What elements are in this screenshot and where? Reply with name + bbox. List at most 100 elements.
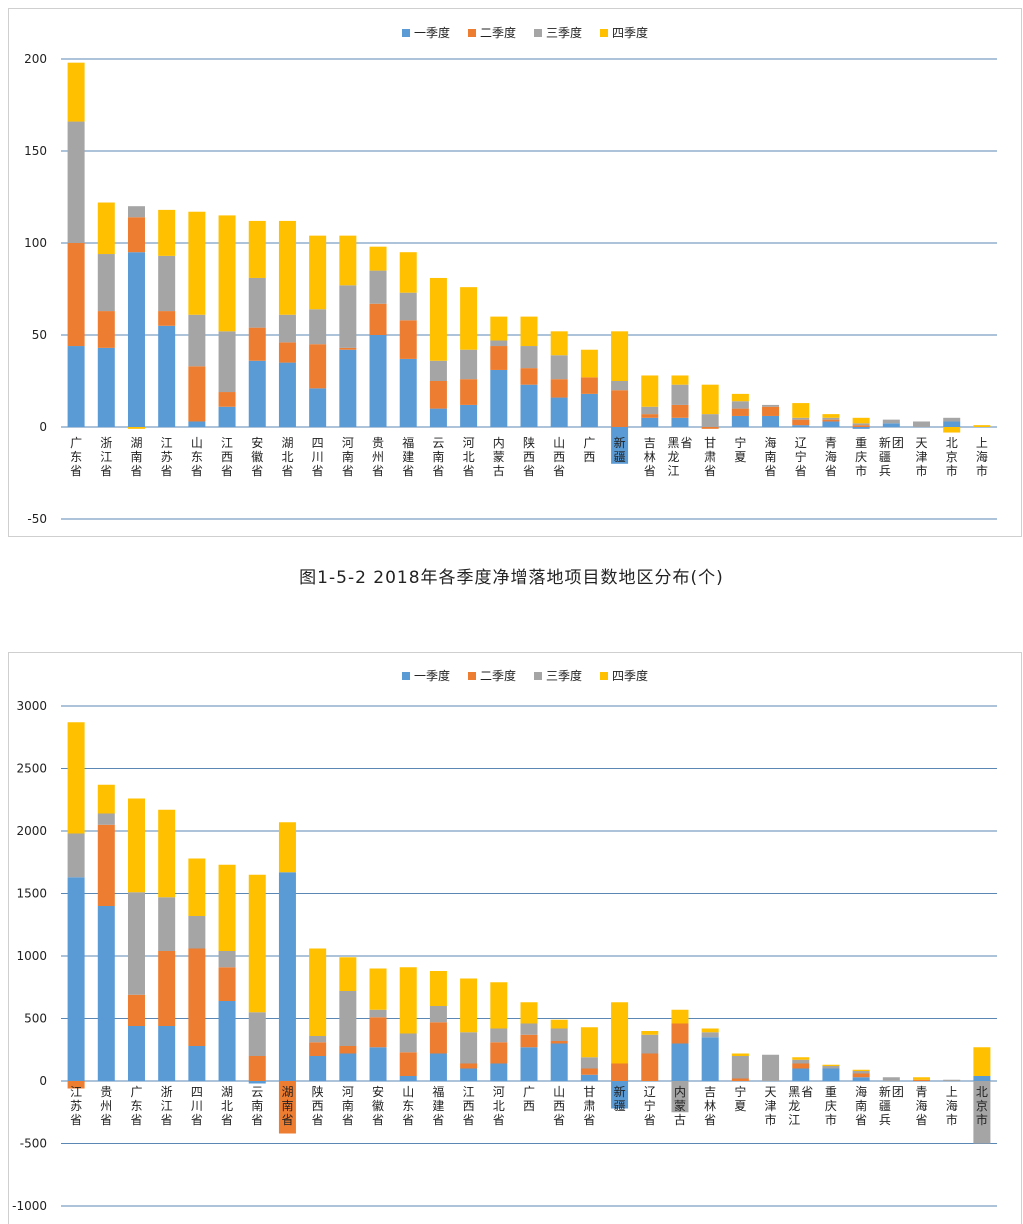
bar-segment xyxy=(369,335,387,427)
x-tick-label: 辽宁省 xyxy=(795,436,807,478)
x-tick-label: 宁夏 xyxy=(734,435,746,464)
bar-segment xyxy=(550,1028,568,1041)
bar-segment xyxy=(701,1032,719,1038)
x-tick-label: 黑龙江省 xyxy=(788,1085,813,1127)
x-tick-label: 贵州省 xyxy=(100,1085,112,1127)
bar-segment xyxy=(369,270,387,304)
bar-segment xyxy=(520,316,538,347)
x-tick-label: 新疆兵团 xyxy=(879,1084,904,1127)
bar-segment xyxy=(792,1057,810,1060)
bar-segment xyxy=(97,311,115,348)
bar-segment xyxy=(852,427,870,429)
bar-segment xyxy=(490,340,508,347)
bar-segment xyxy=(611,390,629,427)
y-tick-label: 0 xyxy=(39,420,47,434)
bar-segment xyxy=(97,906,115,1081)
bar-segment xyxy=(339,1046,357,1054)
bar-segment xyxy=(399,358,417,427)
x-tick-label: 黑龙江省 xyxy=(667,436,692,478)
chart-1-svg: 一季度 二季度 三季度 四季度 -50 0 50 100 150 200 广东省 浙江省 湖南省 江苏省 山… xyxy=(24,25,997,526)
bar-segment xyxy=(460,1068,478,1081)
bar-segment xyxy=(309,309,327,345)
bar-segment xyxy=(520,1023,538,1035)
bar-segment xyxy=(973,1076,991,1081)
bar-segment xyxy=(429,381,447,409)
bar-segment xyxy=(429,1022,447,1054)
x-tick-label: 湖南省 xyxy=(130,435,142,478)
x-tick-label: 天津市 xyxy=(916,436,928,478)
bar-segment xyxy=(731,401,749,409)
y-tick-label: 50 xyxy=(32,328,47,342)
bar-segment xyxy=(218,967,236,1001)
bar-segment xyxy=(490,982,508,1029)
legend-swatch-1 xyxy=(402,29,410,37)
bar-segment xyxy=(248,360,266,427)
bar-segment xyxy=(158,1026,176,1081)
x-tick-label: 河南省 xyxy=(342,436,354,478)
x-tick-label: 广东省 xyxy=(130,1085,142,1127)
bar-segment xyxy=(429,971,447,1006)
bar-segment xyxy=(580,1027,598,1058)
bar-segment xyxy=(731,1078,749,1081)
x-tick-label: 湖北省 xyxy=(281,435,293,478)
bar-segment xyxy=(278,314,296,343)
bar-segment xyxy=(278,362,296,427)
x-tick-label: 广东省 xyxy=(70,436,82,478)
legend-label-4: 四季度 xyxy=(612,25,648,40)
bar-segment xyxy=(339,285,357,348)
legend-swatch-1 xyxy=(402,672,410,680)
bar-segment xyxy=(460,1063,478,1069)
chart-1-bars xyxy=(67,62,991,464)
bar-segment xyxy=(611,331,629,381)
bar-segment xyxy=(158,209,176,256)
y-tick-label: 500 xyxy=(24,1012,47,1026)
x-tick-label: 云南省 xyxy=(432,436,444,478)
bar-segment xyxy=(158,951,176,1026)
x-tick-label: 青海省 xyxy=(916,1085,928,1127)
y-tick-label: 2500 xyxy=(16,762,47,776)
bar-segment xyxy=(671,375,689,385)
bar-segment xyxy=(369,1047,387,1081)
y-tick-label: 1500 xyxy=(16,887,47,901)
bar-segment xyxy=(641,1053,659,1081)
x-tick-label: 湖北省 xyxy=(221,1084,233,1127)
bar-segment xyxy=(852,425,870,427)
legend-swatch-3 xyxy=(534,29,542,37)
chart-2-svg: 一季度 二季度 三季度 四季度 -1000 -500 0 500 1000 1500 2000 250… xyxy=(12,668,997,1213)
legend-label-3: 三季度 xyxy=(546,668,582,683)
bar-segment xyxy=(369,1009,387,1018)
bar-segment xyxy=(278,220,296,315)
bar-segment xyxy=(701,414,719,427)
legend-label-4: 四季度 xyxy=(612,668,648,683)
bar-segment xyxy=(369,303,387,335)
x-tick-label: 江西省 xyxy=(221,436,233,478)
bar-segment xyxy=(97,813,115,825)
x-tick-label: 内蒙古 xyxy=(493,436,505,478)
bar-segment xyxy=(671,1023,689,1044)
bar-segment xyxy=(550,331,568,356)
y-tick-label: 100 xyxy=(24,236,47,250)
bar-segment xyxy=(852,1073,870,1078)
chart-2-bars xyxy=(67,722,991,1144)
bar-segment xyxy=(158,325,176,427)
bar-segment xyxy=(611,1081,629,1109)
x-tick-label: 新疆 xyxy=(614,1084,626,1113)
bar-segment xyxy=(97,254,115,312)
bar-segment xyxy=(641,1034,659,1054)
bar-segment xyxy=(97,824,115,906)
bar-segment xyxy=(127,217,145,253)
x-tick-label: 福建省 xyxy=(402,435,414,478)
bar-segment xyxy=(218,864,236,951)
bar-segment xyxy=(67,722,85,834)
x-tick-label: 重庆市 xyxy=(855,436,867,478)
x-tick-label: 海南省 xyxy=(855,1084,867,1127)
bar-segment xyxy=(127,994,145,1026)
bar-segment xyxy=(309,344,327,389)
bar-segment xyxy=(97,347,115,427)
bar-segment xyxy=(671,1009,689,1024)
legend-swatch-2 xyxy=(468,29,476,37)
bar-segment xyxy=(127,252,145,427)
x-tick-label: 河南省 xyxy=(342,1085,354,1127)
bar-segment xyxy=(67,877,85,1081)
bar-segment xyxy=(188,858,206,916)
